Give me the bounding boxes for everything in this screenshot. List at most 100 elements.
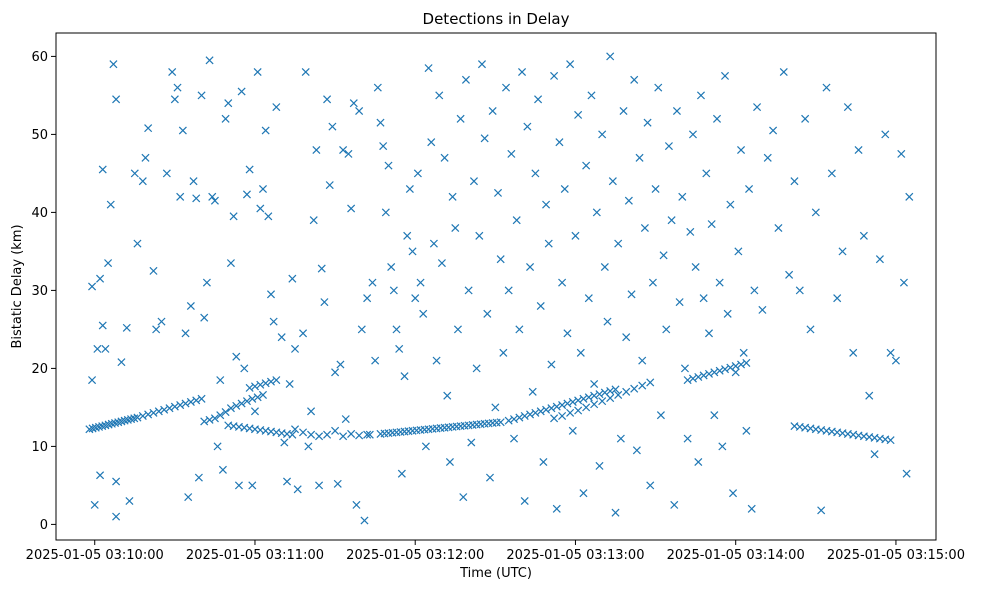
chart-title: Detections in Delay xyxy=(423,10,570,28)
data-point xyxy=(905,192,914,201)
data-point xyxy=(507,149,516,158)
data-point xyxy=(859,231,868,240)
data-point xyxy=(339,432,348,441)
data-point xyxy=(138,177,147,186)
data-point xyxy=(729,489,738,498)
data-point xyxy=(790,177,799,186)
data-point xyxy=(526,410,535,419)
data-point xyxy=(96,274,105,283)
data-point xyxy=(221,114,230,123)
data-point xyxy=(400,372,409,381)
data-point xyxy=(258,390,268,399)
data-point xyxy=(320,298,329,307)
data-point xyxy=(160,405,169,414)
data-point xyxy=(256,380,265,389)
data-point xyxy=(579,489,588,498)
data-point xyxy=(192,194,201,203)
data-point xyxy=(662,325,671,334)
data-point xyxy=(833,294,842,303)
data-point xyxy=(595,390,604,399)
data-point xyxy=(731,368,740,377)
data-point xyxy=(461,75,470,84)
data-point xyxy=(865,391,874,400)
data-point xyxy=(162,169,171,178)
data-point xyxy=(288,430,297,439)
data-point xyxy=(197,91,206,100)
data-point xyxy=(456,114,465,123)
data-point xyxy=(181,329,190,338)
data-point xyxy=(723,309,732,318)
data-point xyxy=(720,71,730,80)
data-point xyxy=(411,294,420,303)
data-point xyxy=(550,71,559,80)
data-point xyxy=(301,67,310,77)
data-point xyxy=(566,60,575,69)
data-point xyxy=(347,204,356,213)
data-point xyxy=(520,411,529,421)
data-point xyxy=(245,383,254,392)
data-point xyxy=(694,372,703,382)
data-point xyxy=(702,169,711,178)
data-point xyxy=(437,259,446,268)
data-point xyxy=(718,442,727,451)
data-point xyxy=(304,442,313,451)
data-point xyxy=(184,493,193,502)
data-point xyxy=(678,192,687,201)
data-point xyxy=(373,83,382,92)
data-point xyxy=(632,446,641,455)
data-point xyxy=(614,239,623,248)
data-point xyxy=(595,461,604,470)
data-point xyxy=(363,430,372,439)
data-point xyxy=(266,377,276,386)
data-point xyxy=(280,438,289,447)
data-point xyxy=(563,329,572,338)
data-point xyxy=(614,390,623,399)
y-tick-label-1: 10 xyxy=(31,440,48,455)
data-point xyxy=(664,142,673,151)
data-point xyxy=(154,407,163,416)
data-point xyxy=(349,99,358,108)
data-point xyxy=(558,411,567,421)
data-point xyxy=(902,469,911,478)
data-point xyxy=(443,391,452,400)
data-point xyxy=(299,329,308,338)
data-point xyxy=(186,301,195,311)
data-point xyxy=(312,145,321,155)
data-point xyxy=(293,485,302,494)
data-point xyxy=(571,231,580,240)
data-point xyxy=(536,301,545,311)
data-point xyxy=(256,204,265,213)
data-point xyxy=(854,145,863,155)
data-point xyxy=(769,126,778,135)
y-tick-label-6: 60 xyxy=(31,50,48,65)
data-point xyxy=(392,325,401,334)
data-point xyxy=(133,413,142,422)
data-point xyxy=(315,432,324,441)
data-point xyxy=(224,99,233,108)
data-point xyxy=(574,396,583,405)
data-point xyxy=(232,401,241,410)
data-point xyxy=(261,126,270,135)
data-point xyxy=(574,110,583,119)
data-point xyxy=(149,266,158,275)
data-point xyxy=(323,95,332,104)
data-point xyxy=(646,378,655,387)
data-point xyxy=(646,481,655,490)
data-point xyxy=(122,323,131,332)
data-point xyxy=(427,138,436,147)
data-point xyxy=(416,278,425,287)
data-point xyxy=(542,200,551,209)
x-tick-label-3: 2025-01-05 03:13:00 xyxy=(506,548,644,563)
data-point xyxy=(368,278,377,287)
data-point xyxy=(232,352,241,361)
data-point xyxy=(587,91,596,100)
y-axis-label: Bistatic Delay (km) xyxy=(10,224,25,348)
data-point xyxy=(779,67,788,77)
data-point xyxy=(216,376,225,385)
data-point xyxy=(210,196,219,205)
data-point xyxy=(603,317,612,326)
data-point xyxy=(157,317,166,326)
data-point xyxy=(242,190,251,199)
data-point xyxy=(737,360,746,369)
data-point xyxy=(307,430,316,439)
